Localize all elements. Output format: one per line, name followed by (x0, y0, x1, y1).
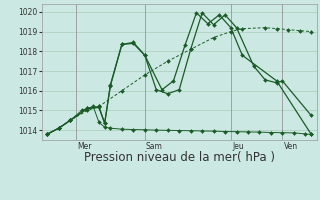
Text: Jeu: Jeu (232, 142, 244, 151)
Text: Ven: Ven (284, 142, 298, 151)
Text: Mer: Mer (77, 142, 92, 151)
X-axis label: Pression niveau de la mer( hPa ): Pression niveau de la mer( hPa ) (84, 151, 275, 164)
Text: Sam: Sam (146, 142, 163, 151)
